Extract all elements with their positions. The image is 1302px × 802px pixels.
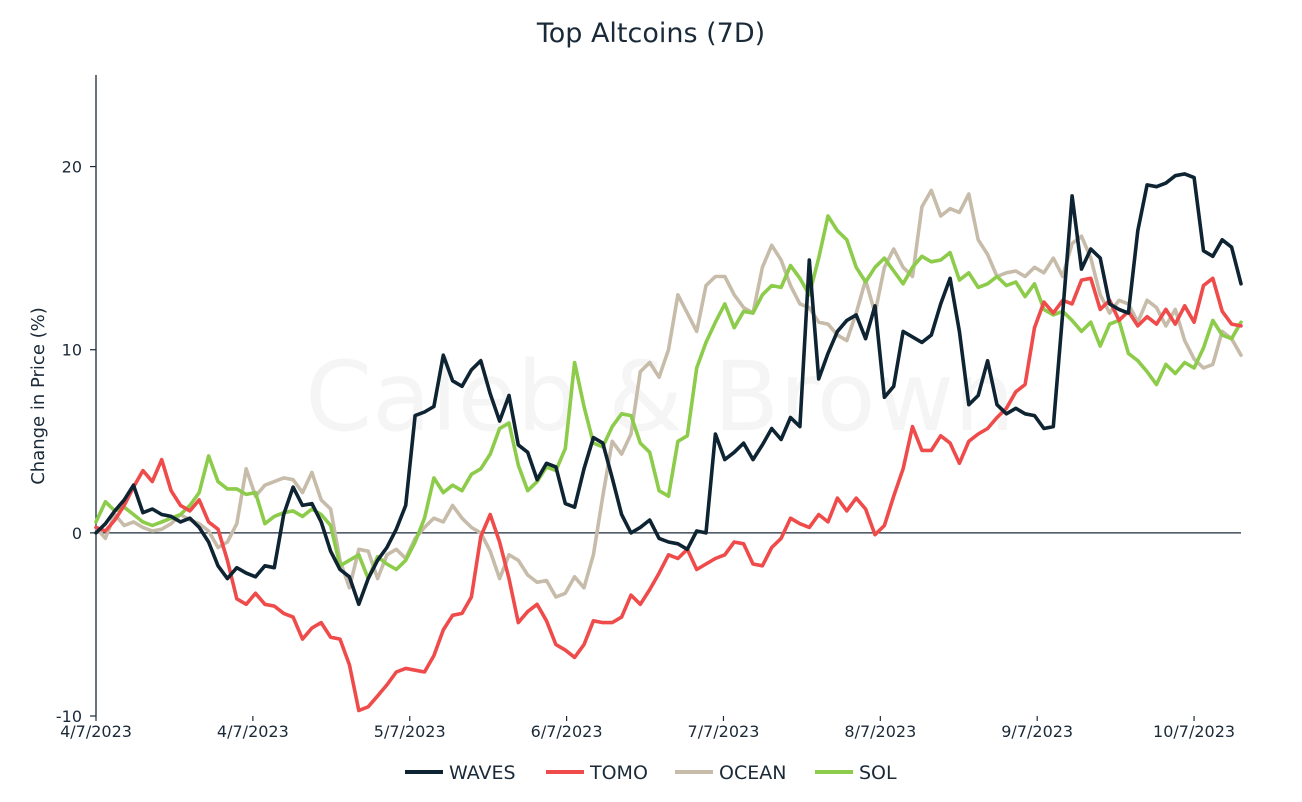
legend-label: TOMO bbox=[589, 762, 648, 784]
y-axis-ticks: -10 0 10 20 bbox=[56, 158, 96, 726]
y-axis-label: Change in Price (%) bbox=[28, 307, 49, 485]
x-tick-label: 6/7/2023 bbox=[531, 722, 603, 741]
legend-label: WAVES bbox=[449, 762, 516, 784]
x-tick-label: 10/7/2023 bbox=[1153, 722, 1235, 741]
legend-item-waves: WAVES bbox=[405, 762, 516, 784]
x-tick-label: 5/7/2023 bbox=[374, 722, 446, 741]
y-tick-label: 10 bbox=[62, 341, 82, 360]
x-tick-label: 8/7/2023 bbox=[844, 722, 916, 741]
series-line-waves bbox=[94, 172, 1243, 607]
y-tick-label: 20 bbox=[62, 158, 82, 177]
legend-item-ocean: OCEAN bbox=[675, 762, 786, 784]
legend-label: OCEAN bbox=[719, 762, 786, 784]
legend: WAVES TOMO OCEAN SOL bbox=[405, 762, 897, 784]
legend-item-tomo: TOMO bbox=[546, 762, 648, 784]
series-line-tomo bbox=[94, 276, 1243, 713]
x-tick-label: 4/7/2023 bbox=[60, 722, 132, 741]
series-lines bbox=[94, 172, 1243, 713]
x-tick-label: 9/7/2023 bbox=[1001, 722, 1073, 741]
y-tick-label: 0 bbox=[72, 524, 82, 543]
x-tick-label: 7/7/2023 bbox=[688, 722, 760, 741]
series-line-ocean bbox=[94, 188, 1243, 599]
legend-item-sol: SOL bbox=[815, 762, 897, 784]
y-tick-label: -10 bbox=[56, 707, 82, 726]
chart-title: Top Altcoins (7D) bbox=[536, 18, 765, 49]
x-axis-ticks: 4/7/2023 4/7/2023 5/7/2023 6/7/2023 7/7/2023… bbox=[60, 716, 1235, 741]
x-tick-label: 4/7/2023 bbox=[217, 722, 289, 741]
legend-label: SOL bbox=[859, 762, 897, 784]
series-line-sol bbox=[94, 214, 1243, 581]
